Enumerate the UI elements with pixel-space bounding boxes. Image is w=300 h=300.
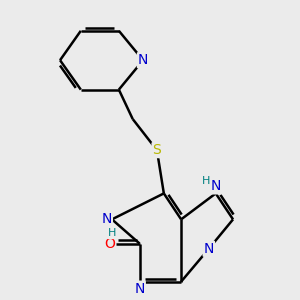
Text: S: S bbox=[152, 143, 161, 157]
Text: N: N bbox=[138, 53, 148, 67]
Text: H: H bbox=[202, 176, 211, 186]
Text: H: H bbox=[108, 228, 116, 238]
Text: N: N bbox=[102, 212, 112, 226]
Text: N: N bbox=[204, 242, 214, 256]
Text: O: O bbox=[104, 237, 116, 250]
Text: N: N bbox=[134, 282, 145, 296]
Text: N: N bbox=[211, 179, 221, 194]
